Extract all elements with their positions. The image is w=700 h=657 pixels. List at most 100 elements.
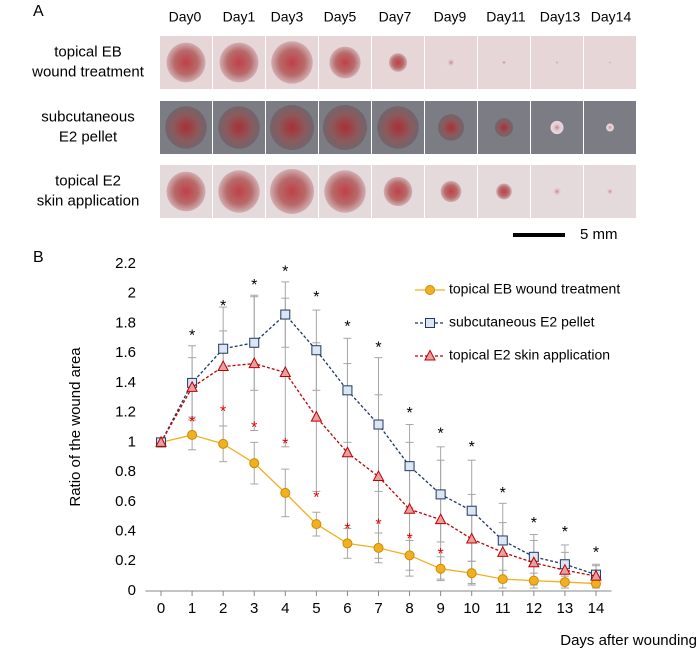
significance-mark: * xyxy=(251,420,257,437)
wound xyxy=(271,41,313,84)
x-tick-label: 0 xyxy=(157,600,165,617)
marker xyxy=(186,380,198,392)
marker xyxy=(528,575,539,586)
x-tick-label: 8 xyxy=(405,600,413,617)
significance-mark: * xyxy=(344,521,350,538)
wound xyxy=(165,106,207,149)
x-tick-label: 6 xyxy=(343,600,351,617)
wound xyxy=(219,42,259,83)
significance-mark: * xyxy=(282,436,288,453)
wound xyxy=(377,106,419,149)
wound xyxy=(438,114,464,141)
marker xyxy=(497,574,508,585)
wound xyxy=(269,104,315,151)
wound xyxy=(166,171,206,212)
marker xyxy=(342,385,353,396)
wound xyxy=(324,170,366,213)
significance-mark: * xyxy=(282,264,288,281)
marker xyxy=(342,538,353,549)
day-label: Day1 xyxy=(223,9,256,25)
marker xyxy=(373,419,384,430)
series-line xyxy=(160,362,597,577)
marker xyxy=(497,535,508,546)
x-tick-label: 12 xyxy=(525,600,542,617)
marker xyxy=(559,563,571,575)
row-label: topical EB wound treatment xyxy=(31,43,145,80)
x-tick-label: 9 xyxy=(436,600,444,617)
marker xyxy=(466,568,477,579)
x-tick-label: 3 xyxy=(250,600,258,617)
wound xyxy=(551,186,563,197)
significance-mark: * xyxy=(469,439,475,456)
marker xyxy=(249,337,260,348)
legend-marker xyxy=(425,318,435,328)
legend-label: topical E2 skin application xyxy=(449,347,610,363)
x-tick-label: 13 xyxy=(557,600,574,617)
marker xyxy=(403,502,416,514)
day-label: Day13 xyxy=(540,9,581,25)
marker xyxy=(404,461,415,472)
wound xyxy=(218,106,260,149)
marker xyxy=(155,435,167,447)
marker xyxy=(373,542,384,553)
x-tick-label: 1 xyxy=(188,600,196,617)
x-axis-label: Days after wounding xyxy=(560,632,697,649)
day-label: Day0 xyxy=(169,9,202,25)
significance-mark: * xyxy=(438,426,444,443)
marker xyxy=(341,446,354,458)
marker xyxy=(434,513,447,525)
marker xyxy=(559,577,570,588)
wound xyxy=(383,176,413,207)
wound xyxy=(388,53,408,72)
wound xyxy=(166,42,206,83)
y-tick-label: 1.4 xyxy=(115,374,136,391)
legend-label: subcutaneous E2 pellet xyxy=(449,314,595,330)
significance-mark: * xyxy=(375,339,381,356)
x-tick-label: 4 xyxy=(281,600,289,617)
y-tick-label: 0.8 xyxy=(115,463,136,480)
marker xyxy=(590,569,602,581)
marker xyxy=(311,519,322,530)
legend-marker xyxy=(425,285,435,295)
marker xyxy=(404,550,415,561)
significance-mark: * xyxy=(189,328,195,345)
y-tick-label: 2.2 xyxy=(115,255,136,272)
marker xyxy=(372,469,385,482)
panel-label: B xyxy=(33,249,44,266)
day-label: Day14 xyxy=(591,9,632,25)
marker xyxy=(249,458,260,469)
marker xyxy=(465,532,478,544)
marker xyxy=(496,545,509,557)
x-tick-label: 2 xyxy=(219,600,227,617)
marker xyxy=(187,429,198,440)
y-tick-label: 0.6 xyxy=(115,493,136,510)
plot: 00.20.40.60.811.21.41.61.822.20 1 2 3 4 5 6 7 8 9… xyxy=(115,255,620,617)
wound xyxy=(329,46,361,79)
wound xyxy=(496,183,512,200)
marker xyxy=(528,556,540,568)
wound xyxy=(500,59,508,66)
significance-mark: * xyxy=(313,289,319,306)
marker xyxy=(217,359,229,372)
x-tick-label: 14 xyxy=(588,600,605,617)
y-tick-label: 0.4 xyxy=(115,523,136,540)
day-label: Day5 xyxy=(324,9,357,25)
significance-mark: * xyxy=(344,319,350,336)
photo-grid xyxy=(160,36,636,218)
significance-mark: * xyxy=(406,405,412,422)
y-tick-label: 0.2 xyxy=(115,552,136,569)
panel-label: A xyxy=(33,3,44,20)
x-tick-label: 10 xyxy=(463,600,480,617)
y-tick-label: 0 xyxy=(128,582,136,599)
y-tick-label: 2 xyxy=(128,285,136,302)
wound xyxy=(606,187,614,196)
wound xyxy=(440,180,462,203)
y-tick-label: 1 xyxy=(128,433,136,450)
day-label: Day11 xyxy=(486,9,526,25)
x-tick-label: 7 xyxy=(374,600,382,617)
x-tick-label: 5 xyxy=(312,600,320,617)
significance-mark: * xyxy=(406,531,412,548)
y-tick-label: 1.6 xyxy=(115,344,136,361)
wound xyxy=(269,168,315,215)
